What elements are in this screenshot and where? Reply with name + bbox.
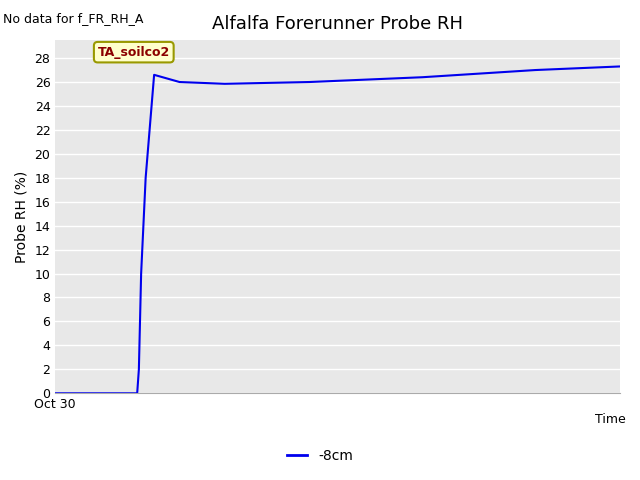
- Title: Alfalfa Forerunner Probe RH: Alfalfa Forerunner Probe RH: [212, 15, 463, 33]
- Legend: -8cm: -8cm: [281, 443, 359, 468]
- Text: No data for f_FR_RH_A: No data for f_FR_RH_A: [3, 12, 143, 25]
- Y-axis label: Probe RH (%): Probe RH (%): [15, 170, 29, 263]
- Text: TA_soilco2: TA_soilco2: [98, 46, 170, 59]
- Text: Time: Time: [595, 413, 626, 426]
